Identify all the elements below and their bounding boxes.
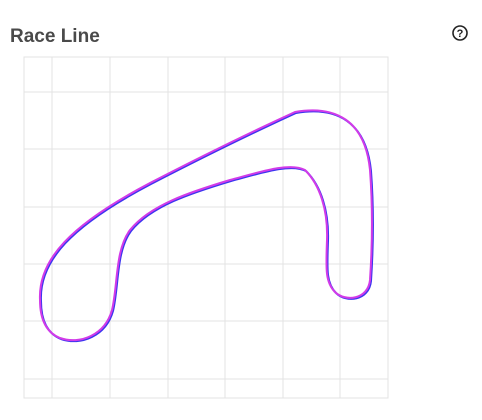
plot-frame [23,56,389,399]
help-icon[interactable] [452,25,468,41]
panel-title: Race Line [10,26,100,47]
race-line-reference [39,110,374,343]
help-button[interactable]: ? [452,25,468,41]
help-mark[interactable]: ? [457,28,464,40]
race-line-driven [38,109,373,342]
